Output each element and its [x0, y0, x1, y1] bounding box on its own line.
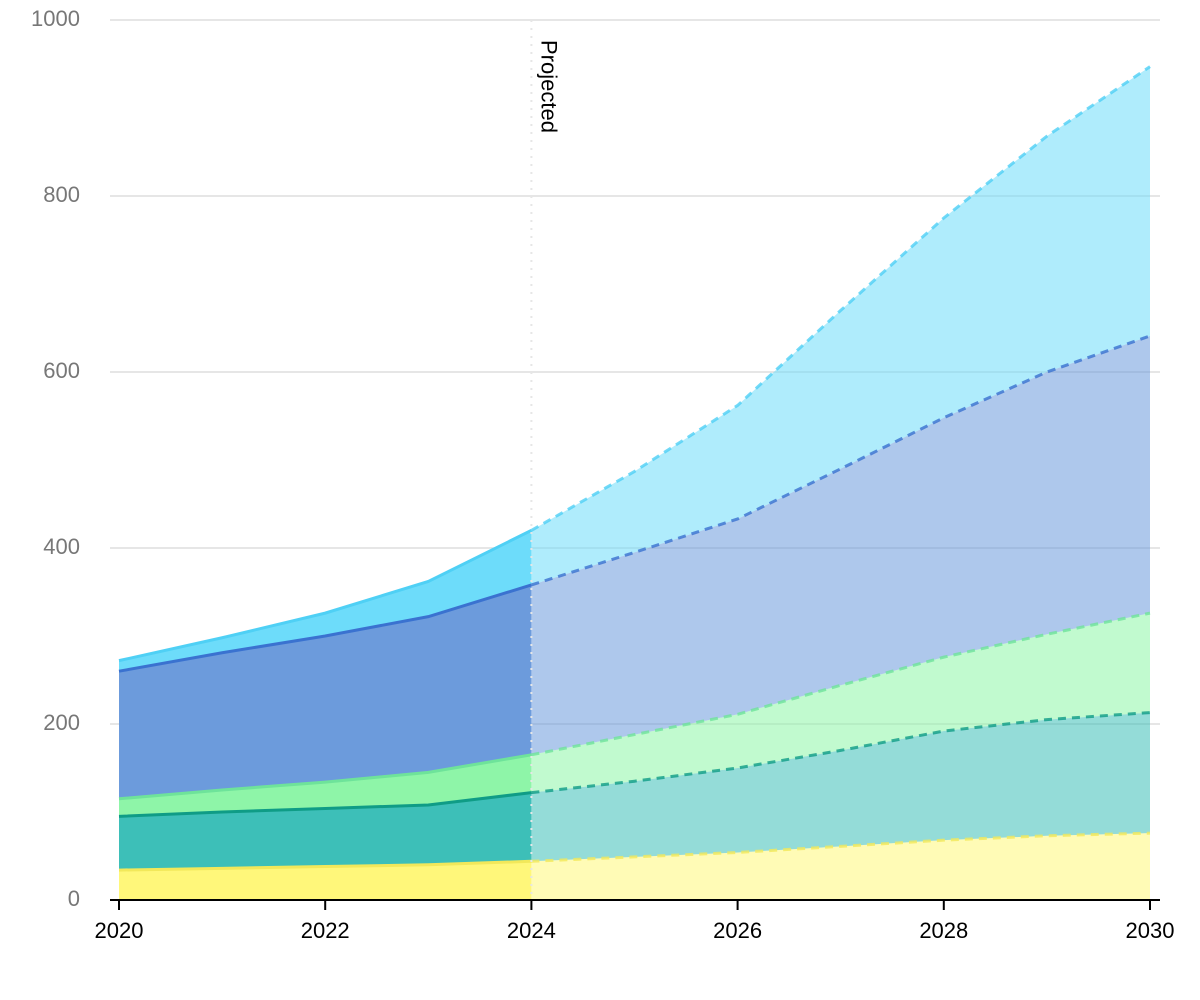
line-projected [530, 65, 1151, 532]
line-actual [118, 753, 532, 801]
line-projected [531, 831, 1151, 863]
area-actual [119, 584, 532, 799]
line-actual [118, 791, 532, 818]
x-tick-label: 2030 [1126, 918, 1175, 943]
axes: 0 200 400 600 800 1000 2020 2022 2024 2026 2028 203… [31, 6, 1174, 943]
area-projected [531, 712, 1150, 862]
y-tick-label: 200 [43, 710, 80, 735]
lines: Projected [118, 20, 1151, 900]
x-tick-label: 2024 [507, 918, 556, 943]
y-tick-label: 800 [43, 182, 80, 207]
areas [119, 66, 1150, 900]
line-actual [118, 583, 532, 673]
annotation-label: Projected [537, 40, 562, 133]
x-tick-label: 2026 [713, 918, 762, 943]
area-actual [119, 861, 532, 900]
y-tick-label: 400 [43, 534, 80, 559]
y-tick-label: 1000 [31, 6, 80, 31]
area-projected [531, 335, 1150, 755]
area-projected [531, 833, 1150, 900]
y-tick-label: 600 [43, 358, 80, 383]
y-tick-label: 0 [68, 886, 80, 911]
area-actual [119, 530, 532, 672]
x-tick-label: 2028 [919, 918, 968, 943]
line-actual [118, 529, 533, 663]
line-actual [118, 859, 532, 872]
area-actual [119, 754, 532, 817]
line-projected [531, 711, 1151, 795]
area-projected [531, 613, 1150, 793]
x-tick-label: 2022 [301, 918, 350, 943]
line-projected [531, 611, 1151, 757]
x-tick-label: 2020 [95, 918, 144, 943]
area-projected [531, 66, 1150, 585]
